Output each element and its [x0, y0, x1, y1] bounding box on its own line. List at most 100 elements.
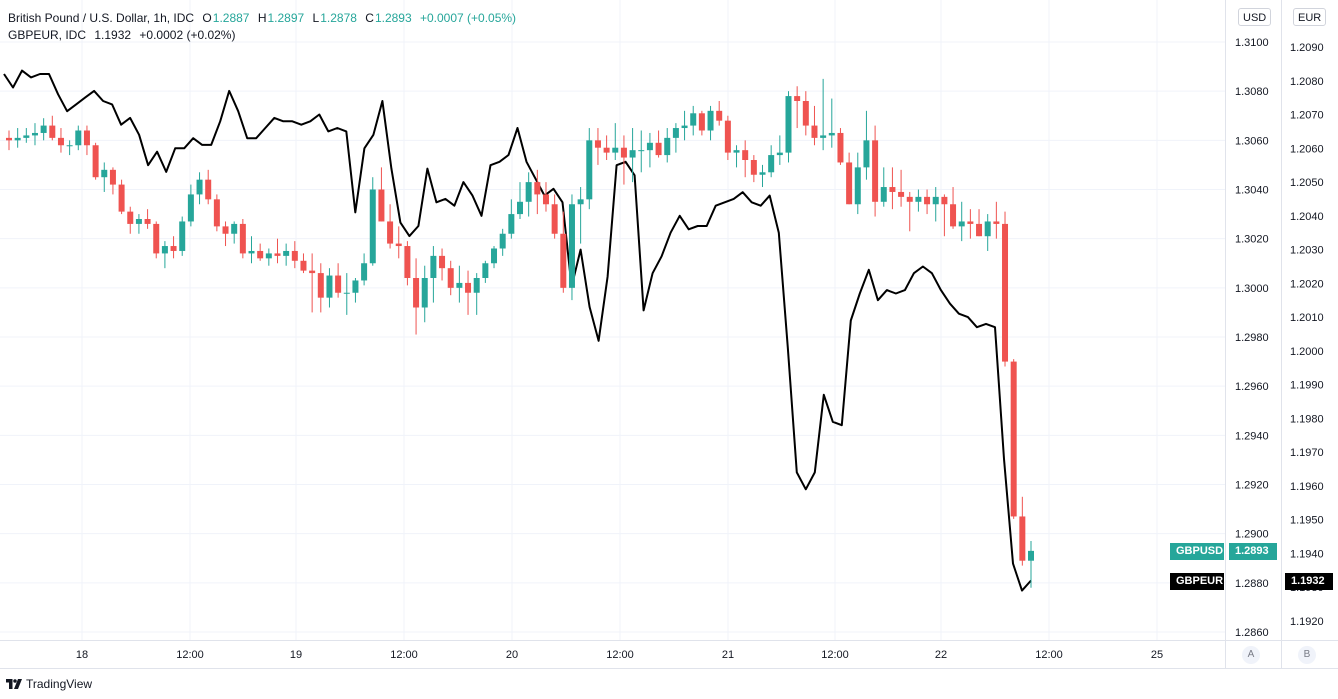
candle-body [915, 196, 922, 202]
candle [57, 128, 64, 153]
candle-body [257, 250, 264, 259]
candle-body [620, 147, 627, 158]
candle-body [568, 204, 575, 288]
candle [326, 268, 333, 308]
eur-tick-label: 1.2080 [1290, 76, 1324, 88]
candle-body [222, 226, 229, 234]
eur-tick-label: 1.2000 [1290, 346, 1324, 358]
tradingview-logo-icon [6, 679, 22, 689]
candle [707, 105, 714, 141]
b-scale-button[interactable]: B [1298, 646, 1316, 664]
candle-body [802, 101, 809, 126]
candle-body [239, 223, 246, 254]
candle-body [924, 196, 931, 205]
chart-legend: British Pound / U.S. Dollar, 1h, IDC O1.… [8, 10, 516, 44]
candle-body [491, 248, 498, 264]
candle-body [23, 135, 30, 138]
candle-body [421, 278, 428, 308]
time-tick-label: 21 [722, 649, 734, 661]
candle [499, 228, 506, 256]
candle-body [733, 150, 740, 153]
legend-main-symbol[interactable]: British Pound / U.S. Dollar, 1h, IDC [8, 11, 195, 25]
candle [724, 115, 731, 160]
legend-low-label: L [312, 11, 320, 25]
candle [40, 118, 47, 141]
candle-body [577, 199, 584, 205]
candle-body [950, 204, 957, 227]
usd-scale-button[interactable]: USD [1238, 8, 1272, 26]
candle-body [439, 255, 446, 269]
candle [525, 172, 532, 217]
candle-body [586, 140, 593, 200]
candle [629, 128, 636, 183]
candle-body [161, 246, 168, 254]
candle [750, 155, 757, 183]
candle-body [551, 204, 558, 234]
candle [681, 110, 688, 141]
candle-body [387, 221, 394, 244]
candle [352, 278, 359, 303]
candle-body [465, 282, 472, 293]
candle [300, 253, 307, 274]
candle-body [525, 182, 532, 202]
candle-body [889, 187, 896, 192]
usd-tick-label: 1.2940 [1235, 430, 1269, 442]
candle-body [101, 169, 108, 178]
candle-body [517, 201, 523, 215]
eur-tick-label: 1.2070 [1290, 110, 1324, 122]
candle-body [759, 172, 766, 175]
candle-body [335, 275, 342, 293]
candle [196, 172, 203, 205]
candle-body [248, 250, 255, 254]
candle [335, 263, 342, 298]
gbpeur-name-tag: GBPEUR [1170, 573, 1224, 590]
candle-body [1019, 516, 1026, 561]
candle [49, 115, 56, 141]
eur-scale-button[interactable]: EUR [1293, 8, 1327, 26]
candle [620, 135, 627, 185]
legend-high-value: 1.2897 [267, 11, 305, 25]
candle [31, 123, 38, 146]
candle-body [430, 255, 437, 278]
candle [568, 194, 575, 301]
grid-lines [0, 0, 1225, 640]
tradingview-brand[interactable]: TradingView [6, 677, 92, 691]
candle [811, 105, 818, 146]
candle-body [941, 196, 948, 205]
candle-body [820, 135, 827, 138]
eur-tick-label: 1.2050 [1290, 177, 1324, 189]
candle [577, 187, 584, 244]
candle [594, 128, 601, 165]
candle-body [144, 219, 151, 224]
candle-body [898, 191, 905, 197]
candle [698, 110, 705, 136]
usd-tick-label: 1.2860 [1235, 627, 1269, 639]
usd-tick-label: 1.3040 [1235, 185, 1269, 197]
candle-body [109, 169, 116, 185]
candle [950, 187, 957, 229]
time-tick-label: 22 [935, 649, 947, 661]
candle-body [742, 150, 749, 160]
candle [1010, 359, 1017, 519]
candle [361, 253, 368, 286]
candle [828, 98, 835, 148]
candle [369, 177, 376, 266]
candle [309, 253, 316, 313]
candle-body [378, 189, 385, 222]
candle [430, 246, 437, 303]
candle-body [594, 140, 601, 148]
gbpeur-line-series [3, 69, 1032, 592]
usd-tick-label: 1.2980 [1235, 332, 1269, 344]
candle [889, 167, 896, 210]
auto-scale-button[interactable]: A [1242, 646, 1260, 664]
candle-body [906, 196, 913, 202]
usd-tick-label: 1.3020 [1235, 234, 1269, 246]
candle [716, 101, 723, 126]
eur-tick-label: 1.2090 [1290, 42, 1324, 54]
gbpeur-price-tag: 1.1932 [1285, 573, 1333, 590]
candle-body [369, 189, 376, 264]
legend-compare-symbol[interactable]: GBPEUR, IDC [8, 28, 87, 42]
gbpusd-candle-series [6, 78, 1034, 588]
time-tick-label: 12:00 [1035, 649, 1063, 661]
